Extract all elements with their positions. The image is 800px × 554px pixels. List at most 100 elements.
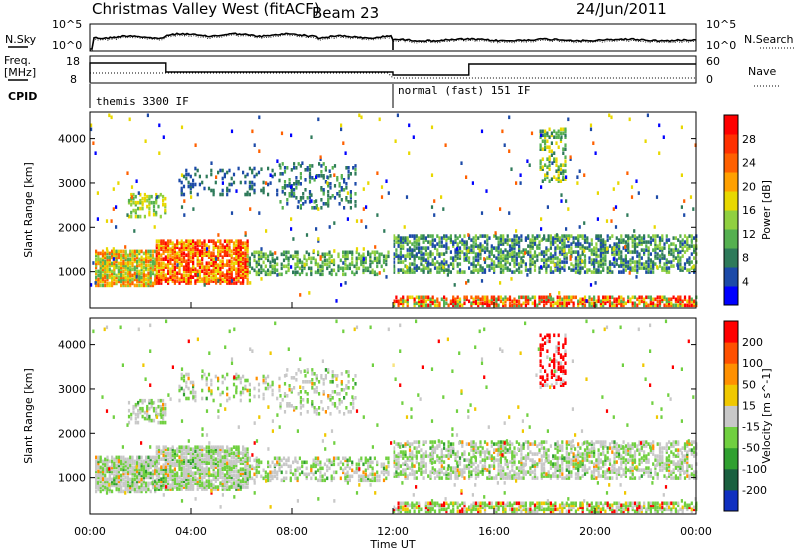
power-cell bbox=[563, 234, 566, 238]
power-cell bbox=[418, 256, 421, 260]
power-cell bbox=[124, 249, 127, 254]
velocity-cell bbox=[115, 457, 118, 462]
power-cell bbox=[640, 256, 643, 260]
power-cell bbox=[693, 256, 696, 260]
velocity-cell bbox=[171, 479, 174, 483]
power-cell bbox=[142, 269, 145, 274]
power-cell bbox=[518, 248, 521, 252]
velocity-cell bbox=[124, 479, 127, 484]
power-cell bbox=[385, 254, 388, 259]
velocity-cell bbox=[330, 462, 333, 467]
velocity-cell bbox=[157, 483, 161, 487]
velocity-cell bbox=[111, 483, 114, 488]
velocity-cell bbox=[187, 481, 190, 485]
velocity-cell bbox=[182, 473, 186, 477]
power-cell bbox=[458, 250, 462, 254]
velocity-cell bbox=[214, 461, 217, 465]
velocity-cell bbox=[246, 447, 249, 451]
power-cell bbox=[674, 244, 677, 248]
power-cell bbox=[547, 299, 550, 304]
power-cell bbox=[145, 283, 148, 288]
power-cell bbox=[147, 259, 150, 264]
power-cell bbox=[355, 256, 358, 261]
power-cell bbox=[438, 301, 441, 306]
power-cell bbox=[244, 180, 247, 185]
power-cell bbox=[654, 246, 657, 250]
velocity-cell bbox=[230, 451, 233, 455]
power-cell bbox=[313, 206, 316, 210]
power-cell bbox=[647, 252, 650, 256]
power-cell bbox=[590, 238, 593, 242]
velocity-cell bbox=[145, 475, 148, 480]
power-cell bbox=[228, 263, 231, 267]
power-cell bbox=[602, 301, 605, 306]
power-cell bbox=[242, 273, 245, 277]
power-cell bbox=[488, 303, 491, 308]
power-cell bbox=[531, 244, 534, 248]
power-cell bbox=[490, 250, 493, 254]
power-cell bbox=[333, 221, 336, 225]
velocity-cell bbox=[276, 460, 279, 465]
power-cell bbox=[136, 253, 139, 258]
power-cell bbox=[198, 251, 201, 255]
power-cell bbox=[217, 267, 220, 271]
power-cell bbox=[212, 251, 215, 255]
velocity-cell bbox=[305, 474, 308, 479]
power-cell bbox=[529, 266, 532, 270]
power-cell bbox=[456, 262, 459, 266]
power-cell bbox=[180, 186, 183, 191]
power-cell bbox=[488, 256, 491, 260]
power-cell bbox=[198, 279, 201, 283]
velocity-cell bbox=[122, 457, 125, 462]
velocity-cell bbox=[176, 473, 179, 477]
cpid-segment-1: themis 3300 IF bbox=[96, 95, 189, 108]
velocity-cell bbox=[167, 485, 170, 489]
power-cell bbox=[304, 168, 307, 172]
power-cell bbox=[658, 299, 662, 304]
power-cell bbox=[652, 297, 655, 302]
power-cell bbox=[235, 255, 238, 259]
power-cell bbox=[164, 243, 167, 247]
velocity-cell bbox=[108, 473, 111, 478]
power-cell bbox=[169, 241, 172, 245]
velocity-cell bbox=[203, 487, 206, 491]
power-cell bbox=[538, 270, 541, 274]
velocity-cell bbox=[269, 472, 272, 477]
velocity-cell bbox=[260, 460, 263, 465]
power-cell bbox=[577, 268, 580, 272]
power-cell bbox=[99, 267, 102, 272]
velocity-cell bbox=[207, 455, 211, 459]
power-cell bbox=[558, 236, 562, 240]
velocity-cell bbox=[187, 485, 190, 489]
power-cell bbox=[296, 252, 299, 257]
velocity-cell bbox=[95, 459, 98, 464]
power-cell bbox=[97, 281, 100, 286]
power-cell bbox=[481, 248, 484, 252]
power-cell bbox=[604, 250, 607, 254]
velocity-cell bbox=[196, 483, 199, 487]
power-cell bbox=[481, 268, 484, 272]
power-cell bbox=[393, 266, 396, 270]
power-cell bbox=[640, 248, 643, 252]
velocity-cell bbox=[214, 451, 217, 455]
power-cell bbox=[470, 295, 473, 300]
velocity-cell bbox=[167, 447, 170, 451]
power-cell bbox=[608, 260, 612, 264]
power-cell bbox=[427, 270, 430, 274]
velocity-cell bbox=[360, 476, 363, 481]
velocity-cell bbox=[145, 457, 148, 462]
velocity-cell bbox=[108, 487, 111, 492]
power-cell bbox=[688, 301, 691, 306]
power-cell bbox=[599, 240, 602, 244]
power-cell bbox=[456, 299, 459, 304]
power-cell bbox=[90, 283, 93, 287]
power-cell bbox=[136, 279, 139, 284]
power-cell bbox=[563, 264, 566, 268]
power-cell bbox=[636, 260, 639, 264]
power-cell bbox=[360, 219, 363, 223]
power-cell bbox=[527, 268, 530, 272]
power-cell bbox=[239, 263, 242, 267]
velocity-cell bbox=[232, 483, 236, 487]
velocity-cell bbox=[242, 453, 245, 457]
power-cell bbox=[147, 283, 150, 288]
